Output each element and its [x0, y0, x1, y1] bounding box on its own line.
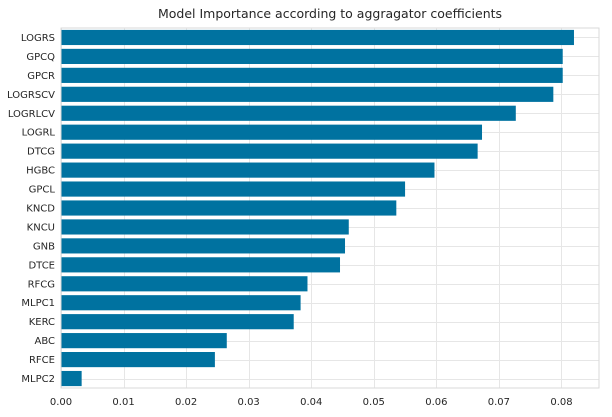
bar-dtce [61, 257, 341, 273]
y-tick-label: ABC [34, 336, 55, 347]
x-tick-label: 0.08 [550, 397, 572, 408]
bar-gpcq [61, 48, 563, 64]
x-tick-labels: 0.00 0.01 0.02 0.03 0.04 0.05 0.06 0.07 0.08 [50, 397, 573, 408]
bar-dtcg [61, 143, 478, 159]
y-tick-labels: LOGRS GPCQ GPCR LOGRSCV LOGRLCV LOGRL DTCG HGBC… [7, 33, 55, 385]
chart-title: Model Importance according to aggragator… [158, 6, 502, 21]
bar-hgbc [61, 162, 435, 178]
bar-logrscv [61, 86, 554, 102]
bar-mlpc2 [61, 370, 82, 387]
bar-logrl [61, 124, 483, 140]
bar-gpcr [61, 67, 563, 83]
y-tick-label: GNB [33, 241, 55, 252]
y-tick-label: HGBC [26, 166, 55, 177]
bar-logrlcv [61, 105, 516, 121]
bar-mlpc1 [61, 295, 301, 311]
y-tick-label: RFCG [28, 279, 55, 290]
y-tick-label: KNCU [27, 222, 55, 233]
y-tick-label: LOGRL [22, 128, 56, 139]
bar-gpcl [61, 181, 406, 197]
y-tick-label: KERC [29, 317, 55, 328]
y-tick-label: GPCL [29, 185, 56, 196]
bar-kerc [61, 314, 294, 330]
x-tick-label: 0.04 [300, 397, 322, 408]
bar-abc [61, 333, 227, 349]
bar-kncd [61, 200, 397, 216]
y-tick-label: GPCQ [26, 52, 55, 63]
y-tick-label: DTCG [27, 147, 55, 158]
bar-gnb [61, 238, 346, 254]
y-tick-label: LOGRS [21, 33, 55, 44]
bar-kncu [61, 219, 349, 235]
bar-rfce [61, 352, 215, 368]
bar-layer [61, 29, 574, 387]
x-tick-label: 0.01 [112, 397, 134, 408]
x-tick-label: 0.07 [488, 397, 510, 408]
y-tick-label: DTCE [28, 260, 55, 271]
x-tick-label: 0.00 [50, 397, 72, 408]
x-tick-label: 0.06 [425, 397, 447, 408]
y-tick-label: RFCE [29, 355, 55, 366]
x-tick-label: 0.02 [175, 397, 197, 408]
y-tick-label: LOGRLCV [8, 109, 55, 120]
y-tick-label: MLPC1 [21, 298, 55, 309]
x-tick-label: 0.03 [238, 397, 260, 408]
y-tick-label: GPCR [27, 71, 55, 82]
bar-logrs [61, 29, 574, 46]
y-tick-label: KNCD [26, 204, 55, 215]
y-tick-label: MLPC2 [21, 374, 55, 385]
y-tick-label: LOGRSCV [7, 90, 55, 101]
plot-frame [60, 27, 600, 389]
bar-rfcg [61, 276, 308, 292]
x-tick-label: 0.05 [363, 397, 385, 408]
